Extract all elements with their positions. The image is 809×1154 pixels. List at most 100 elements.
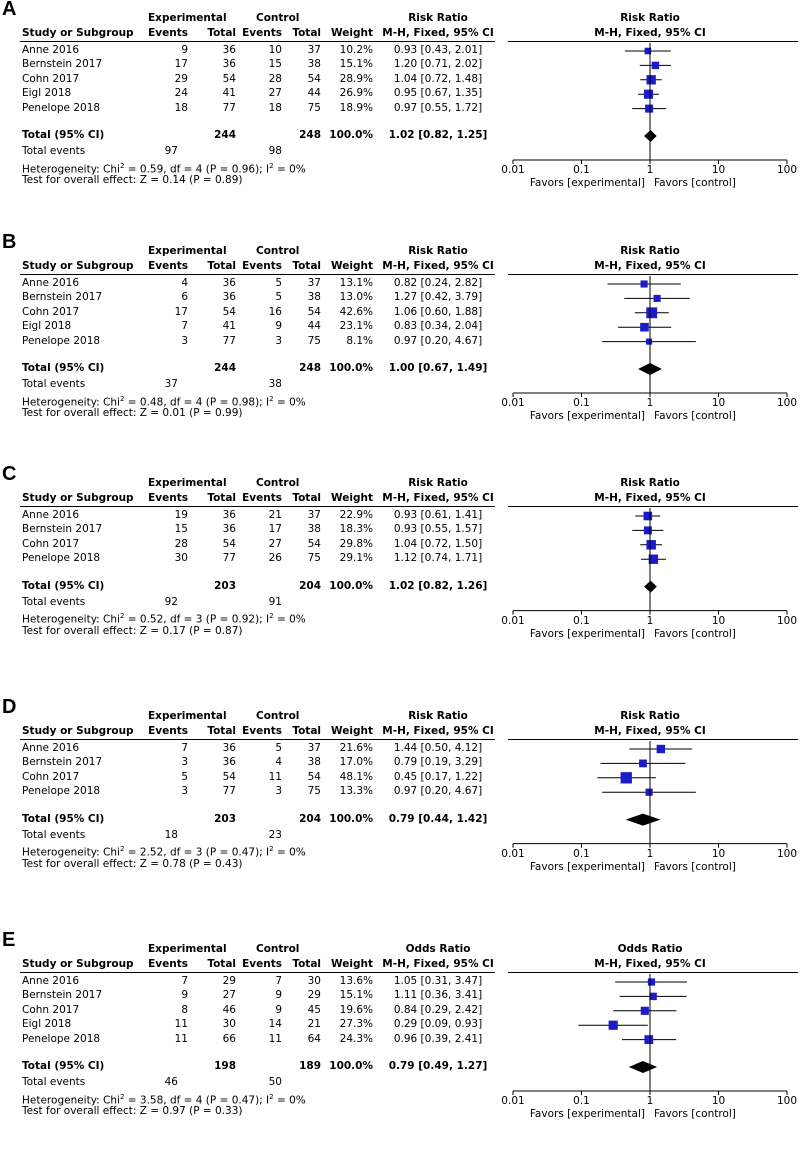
exp-events: 4 bbox=[181, 277, 188, 289]
het-sup: 2 bbox=[269, 394, 274, 403]
study-marker bbox=[649, 992, 657, 1001]
exp-events: 8 bbox=[181, 1003, 188, 1016]
ci-value: 1.06 [0.60, 1.88] bbox=[393, 305, 483, 318]
ci-value: 0.96 [0.39, 2.41] bbox=[393, 1032, 483, 1045]
plot-method-header: M-H, Fixed, 95% CI bbox=[594, 260, 706, 272]
exp-events: 3 bbox=[181, 334, 188, 347]
ci-value: 0.29 [0.09, 0.93] bbox=[393, 1018, 483, 1031]
total-header: Total bbox=[207, 958, 236, 970]
method-header: M-H, Fixed, 95% CI bbox=[382, 492, 494, 504]
study-name: Cohn 2017 bbox=[22, 305, 80, 318]
ctrl-total: 75 bbox=[307, 101, 321, 114]
plot-method-header: M-H, Fixed, 95% CI bbox=[594, 492, 706, 504]
plot-measure-header: Risk Ratio bbox=[620, 12, 680, 24]
favors-experimental-label: Favors [experimental] bbox=[529, 860, 645, 873]
exp-total: 41 bbox=[222, 320, 236, 333]
events-header: Events bbox=[242, 260, 282, 272]
events-header: Events bbox=[242, 725, 282, 737]
ctrl-total: 38 bbox=[307, 523, 321, 536]
axis-tick-label: 0.1 bbox=[573, 1095, 590, 1107]
panel-label: E bbox=[2, 929, 16, 951]
method-header: M-H, Fixed, 95% CI bbox=[382, 260, 494, 272]
het-prefix: Heterogeneity: Chi bbox=[22, 163, 120, 175]
forest-panel-b: B Experimental Control Risk Ratio Risk Ratio… bbox=[0, 231, 809, 455]
ctrl-total-sum: 248 bbox=[299, 362, 321, 374]
forest-plot-canvas bbox=[512, 43, 788, 164]
measure-header: Odds Ratio bbox=[405, 943, 471, 955]
ctrl-events: 5 bbox=[275, 742, 282, 754]
axis-tick-label: 100 bbox=[776, 397, 798, 409]
ctrl-total-sum: 189 bbox=[299, 1060, 321, 1072]
axis-tick-label: 0.1 bbox=[573, 847, 590, 860]
total-weight: 100.0% bbox=[329, 129, 373, 141]
method-header: M-H, Fixed, 95% CI bbox=[382, 958, 494, 970]
total-header: Total bbox=[292, 27, 321, 39]
measure-header: Risk Ratio bbox=[408, 12, 468, 24]
ctrl-total: 37 bbox=[307, 44, 321, 56]
heterogeneity-text: Heterogeneity: Chi2 = 3.58, df = 4 (P = … bbox=[22, 1091, 306, 1108]
weight-value: 18.3% bbox=[339, 523, 373, 536]
study-name: Anne 2016 bbox=[22, 44, 80, 56]
weight-header: Weight bbox=[331, 725, 373, 737]
study-name: Eigl 2018 bbox=[22, 320, 72, 333]
ci-value: 0.95 [0.67, 1.35] bbox=[393, 87, 483, 100]
study-name: Eigl 2018 bbox=[22, 1018, 72, 1031]
ctrl-total: 54 bbox=[307, 305, 321, 318]
study-name: Cohn 2017 bbox=[22, 537, 80, 550]
axis-tick-label: 0.1 bbox=[573, 164, 590, 176]
heterogeneity-text: Heterogeneity: Chi2 = 2.52, df = 3 (P = … bbox=[22, 843, 306, 860]
weight-value: 19.6% bbox=[339, 1003, 373, 1016]
total-events-label: Total events bbox=[22, 595, 86, 608]
exp-events: 6 bbox=[181, 291, 188, 304]
total-header: Total bbox=[207, 725, 236, 737]
ctrl-total: 38 bbox=[307, 291, 321, 304]
weight-value: 17.0% bbox=[339, 756, 373, 769]
bottom-rule bbox=[20, 357, 495, 358]
het-sup: 2 bbox=[119, 394, 125, 403]
panel-label: A bbox=[2, 0, 17, 20]
axis-tick-label: 10 bbox=[711, 164, 726, 176]
ctrl-total: 64 bbox=[307, 1032, 321, 1045]
forest-panel-e: E Experimental Control Odds Ratio Odds Ratio… bbox=[0, 929, 809, 1153]
ci-value: 0.93 [0.55, 1.57] bbox=[393, 523, 483, 536]
exp-total: 36 bbox=[222, 523, 236, 536]
het-post: = 0% bbox=[273, 396, 306, 408]
weight-value: 42.6% bbox=[339, 305, 373, 318]
weight-value: 26.9% bbox=[339, 87, 373, 100]
ci-value: 0.97 [0.20, 4.67] bbox=[393, 334, 483, 347]
exp-events: 11 bbox=[174, 1018, 188, 1031]
axis-tick-label: 0.01 bbox=[501, 164, 525, 176]
study-marker bbox=[648, 554, 659, 564]
het-prefix: Heterogeneity: Chi bbox=[22, 613, 120, 626]
total-ci: 0.79 [0.49, 1.27] bbox=[388, 1060, 488, 1072]
ctrl-total: 44 bbox=[307, 320, 321, 333]
ci-value: 1.11 [0.36, 3.41] bbox=[393, 989, 483, 1002]
axis-tick-label: 0.01 bbox=[501, 1095, 525, 1107]
ctrl-total-sum: 204 bbox=[299, 812, 321, 825]
ci-value: 1.12 [0.74, 1.71] bbox=[393, 552, 483, 565]
weight-value: 10.2% bbox=[339, 44, 373, 56]
header-rule bbox=[20, 739, 495, 740]
weight-value: 15.1% bbox=[339, 58, 373, 71]
exp-total-sum: 203 bbox=[214, 812, 236, 825]
total-events-label: Total events bbox=[22, 1076, 86, 1088]
axis-tick-label: 1 bbox=[646, 1095, 654, 1107]
axis-tick-label: 10 bbox=[711, 1095, 726, 1107]
ctrl-total: 38 bbox=[307, 58, 321, 71]
favors-experimental-label: Favors [experimental] bbox=[529, 1108, 645, 1120]
total-label: Total (95% CI) bbox=[22, 579, 105, 592]
weight-value: 21.6% bbox=[339, 742, 373, 754]
total-label: Total (95% CI) bbox=[22, 1060, 105, 1072]
ci-value: 1.05 [0.31, 3.47] bbox=[393, 975, 483, 987]
het-prefix: Heterogeneity: Chi bbox=[22, 396, 120, 408]
pooled-diamond bbox=[628, 1061, 658, 1073]
study-marker bbox=[640, 280, 648, 288]
total-weight: 100.0% bbox=[329, 1060, 373, 1072]
het-sup: 2 bbox=[119, 845, 125, 854]
study-header: Study or Subgroup bbox=[22, 260, 134, 272]
axis-tick-label: 1 bbox=[646, 614, 654, 627]
header-rule bbox=[20, 506, 495, 507]
het-prefix: Heterogeneity: Chi bbox=[22, 846, 120, 859]
weight-value: 13.1% bbox=[339, 277, 373, 289]
exp-events: 18 bbox=[174, 101, 188, 114]
